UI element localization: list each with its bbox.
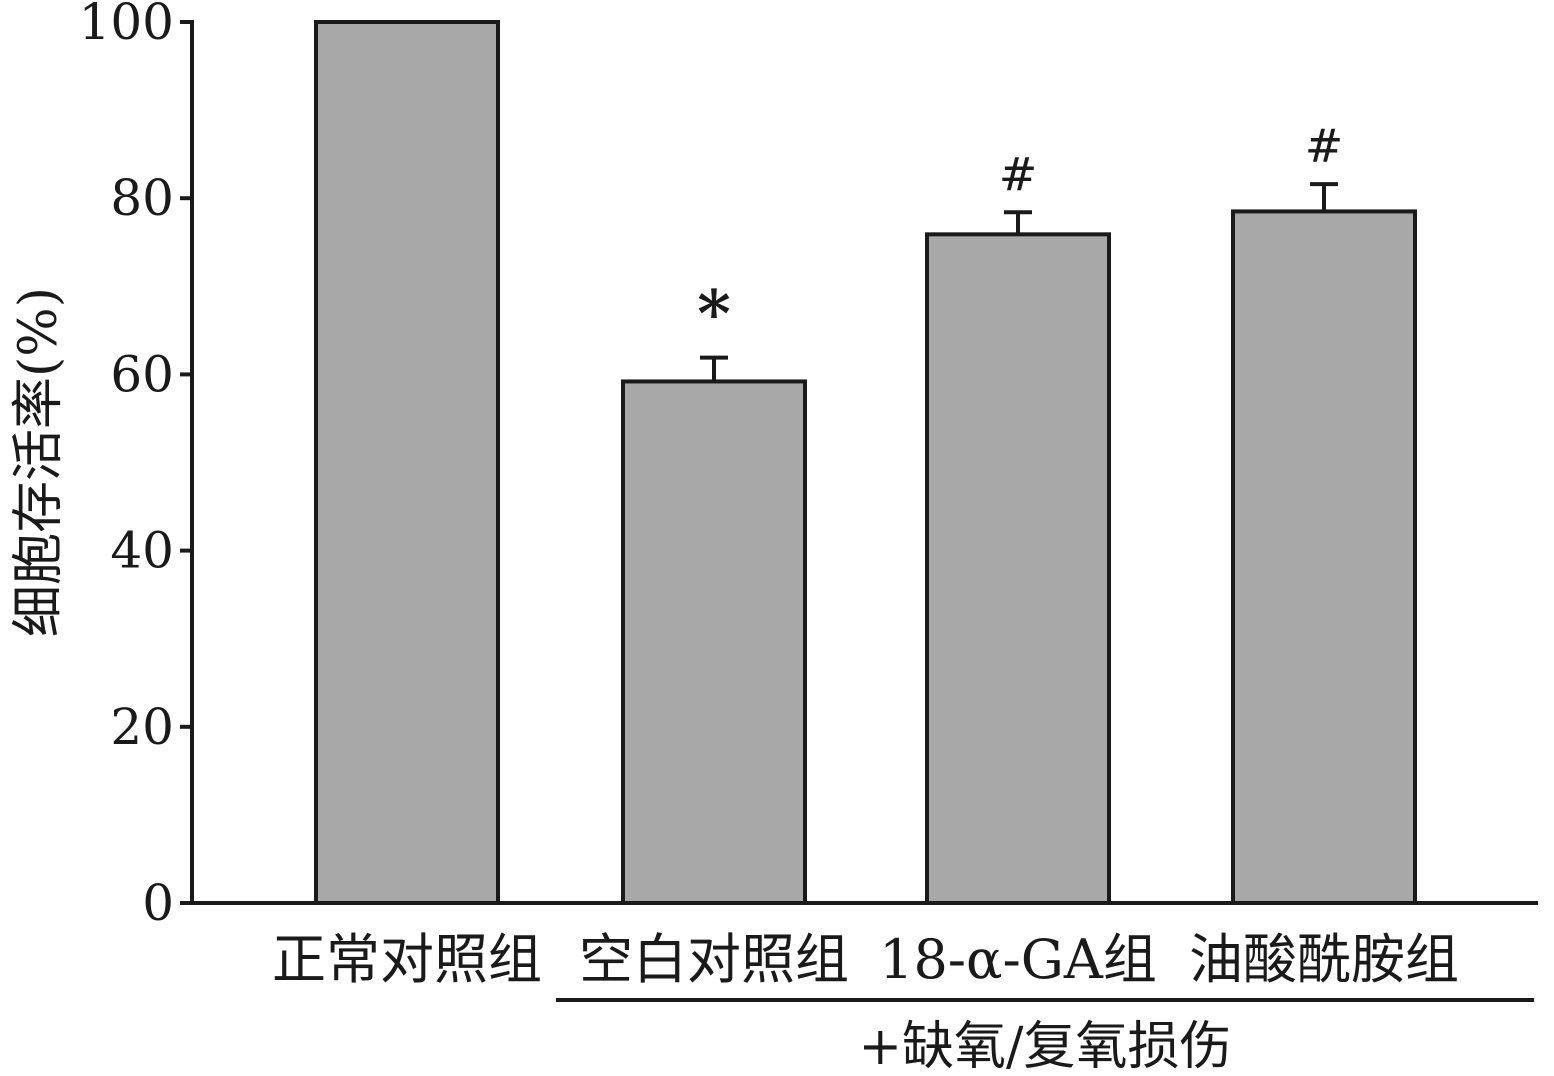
x-tick-label-3: 18-α-GA组 — [879, 928, 1157, 991]
significance-markers: * # # — [697, 119, 1343, 352]
bar-1 — [314, 20, 500, 905]
x-tick-label-2: 空白对照组 — [579, 928, 849, 991]
y-tick-label: 80 — [110, 169, 174, 227]
y-tick-label: 40 — [110, 522, 174, 580]
bars — [314, 20, 1417, 906]
x-tick-labels: 正常对照组 空白对照组 18-α-GA组 油酸酰胺组 — [272, 928, 1459, 991]
group-label: +缺氧/复氧损伤 — [858, 1017, 1231, 1076]
y-axis-label: 细胞存活率(%) — [9, 287, 69, 637]
y-tick-label: 60 — [110, 345, 174, 403]
error-bars — [700, 182, 1338, 382]
bar-4 — [1231, 209, 1417, 906]
significance-marker-3: # — [999, 147, 1038, 201]
x-tick-label-1: 正常对照组 — [272, 928, 542, 991]
axes — [190, 20, 1538, 905]
bar-2 — [621, 379, 807, 905]
y-tick-label: 20 — [110, 698, 174, 756]
y-ticks: 0 20 40 60 80 100 — [79, 0, 192, 932]
significance-marker-2: * — [697, 277, 730, 352]
y-tick-label: 100 — [79, 0, 174, 51]
significance-marker-4: # — [1305, 119, 1344, 173]
x-tick-label-4: 油酸酰胺组 — [1189, 928, 1459, 991]
bar-3 — [925, 232, 1111, 906]
y-tick-label: 0 — [142, 874, 174, 932]
